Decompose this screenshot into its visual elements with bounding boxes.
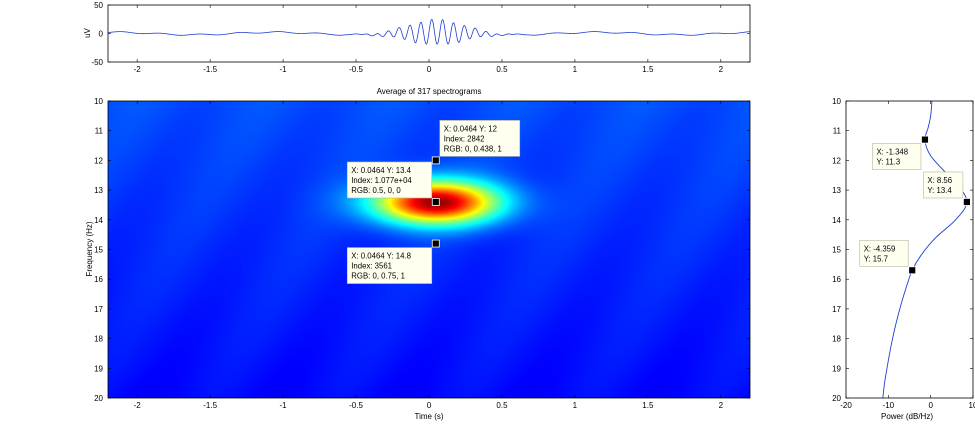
spectrogram-y-tick-label: 20 xyxy=(94,394,103,403)
power-datatip-text: X: -1.348 xyxy=(876,148,908,157)
power-y-tick-label: 17 xyxy=(832,305,841,314)
spectrogram-datatip-box xyxy=(439,120,521,157)
signal-axes: -2 -1.5 -1 -0.5 0 0.5 1 1.5 2 50 0 -50 uV xyxy=(83,1,751,74)
spectrogram-x-tick-label: 0.5 xyxy=(496,401,508,410)
spectrogram-datatip-text: Index: 2842 xyxy=(444,134,485,143)
spectrogram-ticks: -2 -1.5 -1 -0.5 0 0.5 1 1.5 2 10 11 12 13 14 15 16 17 18 1… xyxy=(94,97,750,410)
signal-y-tick-label: 50 xyxy=(94,1,103,10)
signal-x-tick-label: -1 xyxy=(280,65,288,74)
signal-x-tick-label: 1.5 xyxy=(642,65,654,74)
signal-x-tick-label: -1.5 xyxy=(203,65,217,74)
spectrogram-datatip-text: Index: 3561 xyxy=(351,262,392,271)
spectrogram-y-tick-label: 17 xyxy=(94,305,103,314)
signal-x-tick-label: -0.5 xyxy=(349,65,363,74)
signal-y-tick-label: 0 xyxy=(99,30,104,39)
spectrogram-y-tick-label: 11 xyxy=(95,127,104,136)
spectrogram-y-tick-label: 15 xyxy=(94,246,103,255)
power-y-tick-label: 14 xyxy=(832,216,841,225)
power-y-tick-label: 11 xyxy=(833,127,842,136)
power-datatip-text: Y: 11.3 xyxy=(876,158,900,167)
spectrogram-datatip-text: X: 0.0464 Y: 14.8 xyxy=(351,252,411,261)
spectrogram-datatip-marker[interactable] xyxy=(431,198,440,206)
signal-series xyxy=(108,18,750,45)
power-y-tick-label: 12 xyxy=(832,156,841,165)
spectrogram-title: Average of 317 spectrograms xyxy=(377,87,482,96)
signal-x-tick-label: 1 xyxy=(573,65,578,74)
power-datatip-marker[interactable] xyxy=(908,266,917,275)
signal-ticks: -2 -1.5 -1 -0.5 0 0.5 1 1.5 2 50 0 -50 xyxy=(91,1,750,74)
spectrogram-y-tick-label: 13 xyxy=(94,186,103,195)
power-datatip-text: X: -4.359 xyxy=(864,244,896,253)
spectrogram-y-tick-label: 12 xyxy=(94,156,103,165)
spectrogram-datatip-text: RGB: 0.5, 0, 0 xyxy=(351,186,401,195)
spectrogram-y-tick-label: 10 xyxy=(94,97,103,106)
spectrogram-y-tick-label: 18 xyxy=(94,335,103,344)
spectrogram-datatip-text: X: 0.0464 Y: 13.4 xyxy=(351,166,411,175)
signal-y-tick-label: -50 xyxy=(91,58,103,67)
signal-line xyxy=(108,18,750,45)
spectrogram-y-axis-label: Frequency (Hz) xyxy=(85,221,94,276)
spectrogram-x-tick-label: 0 xyxy=(427,401,432,410)
power-y-tick-label: 19 xyxy=(832,364,841,373)
power-y-tick-label: 20 xyxy=(832,394,841,403)
spectrogram-axes: Average of 317 spectrograms -2 -1.5 -1 -0.5… xyxy=(85,87,751,421)
signal-x-tick-label: -2 xyxy=(134,65,142,74)
spectrogram-datatip-text: RGB: 0, 0.75, 1 xyxy=(351,272,405,281)
power-y-tick-label: 10 xyxy=(832,97,841,106)
spectrogram-x-tick-label: 2 xyxy=(719,401,724,410)
signal-x-tick-label: 0.5 xyxy=(496,65,508,74)
power-x-tick-label: -10 xyxy=(883,401,895,410)
spectrogram-y-tick-label: 14 xyxy=(94,216,103,225)
power-datatip-text: X: 8.56 xyxy=(927,176,952,185)
spectrogram-y-tick-label: 19 xyxy=(94,364,103,373)
spectrogram-y-tick-label: 16 xyxy=(94,275,103,284)
spectrogram-datatip-box xyxy=(346,161,433,199)
power-ticks: -20 -10 0 10 10 11 12 13 14 15 16 17 18 19 20 xyxy=(832,97,975,410)
spectrogram-datatip-box xyxy=(346,247,433,284)
power-axes: -20 -10 0 10 10 11 12 13 14 15 16 17 18 19 20 Power (d… xyxy=(832,97,975,421)
spectrogram-x-tick-label: -0.5 xyxy=(349,401,363,410)
power-datatip-box xyxy=(872,143,922,170)
power-datatip-box xyxy=(859,239,909,267)
spectrogram-x-tick-label: -2 xyxy=(134,401,142,410)
spectrogram-x-axis-label: Time (s) xyxy=(414,412,443,421)
power-datatip-box xyxy=(923,171,964,199)
signal-x-tick-label: 2 xyxy=(719,65,724,74)
power-x-tick-label: -20 xyxy=(840,401,852,410)
spectrogram-datatip-marker[interactable] xyxy=(431,239,440,248)
signal-y-axis-label: uV xyxy=(83,27,92,37)
power-datatip-text: Y: 15.7 xyxy=(864,254,888,263)
spectrogram-datatip-text: X: 0.0464 Y: 12 xyxy=(444,124,497,133)
spectrogram-x-tick-label: 1 xyxy=(573,401,578,410)
spectrogram-x-tick-label: 1.5 xyxy=(642,401,654,410)
power-datatip-marker[interactable] xyxy=(921,135,929,144)
power-y-tick-label: 15 xyxy=(832,246,841,255)
spectrogram-x-tick-label: -1.5 xyxy=(203,401,217,410)
spectrogram-datatip-text: Index: 1.077e+04 xyxy=(351,176,412,185)
signal-x-tick-label: 0 xyxy=(427,65,432,74)
power-x-tick-label: 0 xyxy=(928,401,933,410)
power-y-tick-label: 13 xyxy=(832,186,841,195)
spectrogram-datatip-marker[interactable] xyxy=(431,156,440,165)
spectrogram-datatip-text: RGB: 0, 0.438, 1 xyxy=(444,144,502,153)
power-x-axis-label: Power (dB/Hz) xyxy=(881,412,933,421)
power-y-tick-label: 16 xyxy=(832,275,841,284)
power-datatip-text: Y: 13.4 xyxy=(927,186,952,195)
power-datatip-marker[interactable] xyxy=(963,198,971,206)
power-y-tick-label: 18 xyxy=(832,335,841,344)
spectrogram-x-tick-label: -1 xyxy=(280,401,288,410)
power-x-tick-label: 10 xyxy=(969,401,975,410)
